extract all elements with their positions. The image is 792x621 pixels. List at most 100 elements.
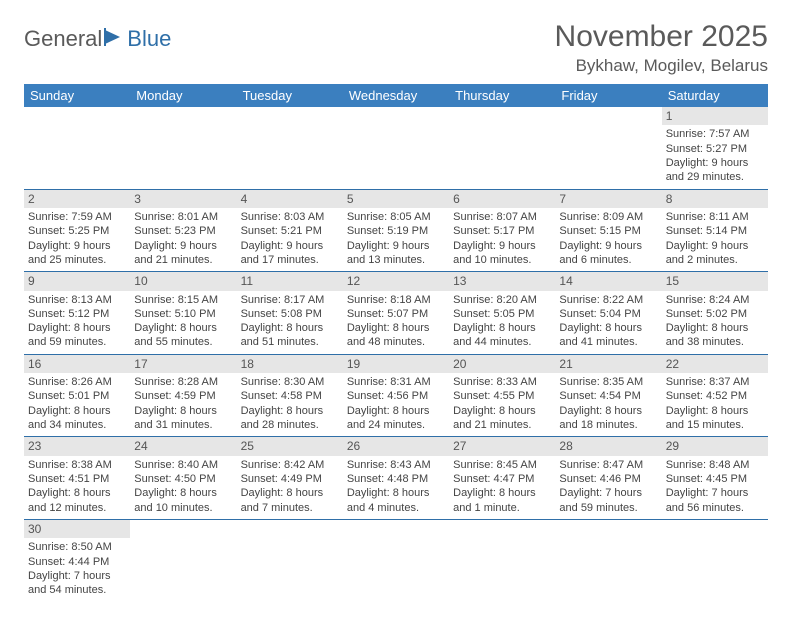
sunset-text: Sunset: 5:15 PM [559,224,657,238]
day-details: Sunrise: 8:24 AMSunset: 5:02 PMDaylight:… [662,291,768,354]
sunrise-text: Sunrise: 8:17 AM [241,293,339,307]
day-details: Sunrise: 8:30 AMSunset: 4:58 PMDaylight:… [237,373,343,436]
daylight-text: Daylight: 8 hours and 18 minutes. [559,404,657,433]
calendar-day-cell [555,519,661,601]
daylight-text: Daylight: 8 hours and 31 minutes. [134,404,232,433]
day-details: Sunrise: 8:42 AMSunset: 4:49 PMDaylight:… [237,456,343,519]
day-number: 21 [555,355,661,373]
daylight-text: Daylight: 8 hours and 59 minutes. [28,321,126,350]
sunset-text: Sunset: 5:12 PM [28,307,126,321]
weekday-header-cell: Sunday [24,84,130,107]
day-details: Sunrise: 8:37 AMSunset: 4:52 PMDaylight:… [662,373,768,436]
calendar-day-cell: 1Sunrise: 7:57 AMSunset: 5:27 PMDaylight… [662,107,768,189]
calendar-day-cell: 10 Sunrise: 8:15 AMSunset: 5:10 PMDayligh… [130,272,236,355]
sunset-text: Sunset: 4:48 PM [347,472,445,486]
daylight-text: Daylight: 7 hours and 56 minutes. [666,486,764,515]
daylight-text: Daylight: 8 hours and 55 minutes. [134,321,232,350]
day-details: Sunrise: 8:40 AMSunset: 4:50 PMDaylight:… [130,456,236,519]
day-number: 13 [449,272,555,290]
daylight-text: Daylight: 8 hours and 7 minutes. [241,486,339,515]
sunset-text: Sunset: 5:07 PM [347,307,445,321]
sunset-text: Sunset: 5:21 PM [241,224,339,238]
daylight-text: Daylight: 8 hours and 24 minutes. [347,404,445,433]
day-number: 12 [343,272,449,290]
calendar-day-cell: 4Sunrise: 8:03 AMSunset: 5:21 PMDaylight… [237,189,343,272]
sunset-text: Sunset: 5:04 PM [559,307,657,321]
calendar-day-cell: 30Sunrise: 8:50 AMSunset: 4:44 PMDayligh… [24,519,130,601]
weekday-header-cell: Monday [130,84,236,107]
day-number: 11 [237,272,343,290]
sunrise-text: Sunrise: 8:05 AM [347,210,445,224]
day-details: Sunrise: 8:07 AMSunset: 5:17 PMDaylight:… [449,208,555,271]
calendar-day-cell: 6Sunrise: 8:07 AMSunset: 5:17 PMDaylight… [449,189,555,272]
day-details: Sunrise: 8:45 AMSunset: 4:47 PMDaylight:… [449,456,555,519]
sunrise-text: Sunrise: 8:18 AM [347,293,445,307]
sunrise-text: Sunrise: 8:13 AM [28,293,126,307]
calendar-day-cell [237,519,343,601]
sunset-text: Sunset: 4:58 PM [241,389,339,403]
daylight-text: Daylight: 8 hours and 4 minutes. [347,486,445,515]
calendar-day-cell: 22Sunrise: 8:37 AMSunset: 4:52 PMDayligh… [662,354,768,437]
day-details: Sunrise: 8:35 AMSunset: 4:54 PMDaylight:… [555,373,661,436]
calendar-day-cell [237,107,343,189]
calendar-day-cell [449,107,555,189]
daylight-text: Daylight: 9 hours and 17 minutes. [241,239,339,268]
day-details: Sunrise: 7:57 AMSunset: 5:27 PMDaylight:… [662,125,768,188]
weekday-header-cell: Thursday [449,84,555,107]
day-number: 25 [237,437,343,455]
day-number: 30 [24,520,130,538]
daylight-text: Daylight: 8 hours and 38 minutes. [666,321,764,350]
sunset-text: Sunset: 5:08 PM [241,307,339,321]
day-details: Sunrise: 8:48 AMSunset: 4:45 PMDaylight:… [662,456,768,519]
daylight-text: Daylight: 9 hours and 10 minutes. [453,239,551,268]
weekday-header-row: SundayMondayTuesdayWednesdayThursdayFrid… [24,84,768,107]
sunrise-text: Sunrise: 8:42 AM [241,458,339,472]
sunrise-text: Sunrise: 7:59 AM [28,210,126,224]
sunrise-text: Sunrise: 8:15 AM [134,293,232,307]
logo-flag-icon [104,26,126,52]
daylight-text: Daylight: 8 hours and 12 minutes. [28,486,126,515]
day-number: 15 [662,272,768,290]
calendar-thead: SundayMondayTuesdayWednesdayThursdayFrid… [24,84,768,107]
day-number: 29 [662,437,768,455]
day-details: Sunrise: 8:11 AMSunset: 5:14 PMDaylight:… [662,208,768,271]
calendar-week-row: 2Sunrise: 7:59 AMSunset: 5:25 PMDaylight… [24,189,768,272]
sunset-text: Sunset: 5:10 PM [134,307,232,321]
calendar-week-row: 9Sunrise: 8:13 AMSunset: 5:12 PMDaylight… [24,272,768,355]
calendar-day-cell: 26Sunrise: 8:43 AMSunset: 4:48 PMDayligh… [343,437,449,520]
sunrise-text: Sunrise: 7:57 AM [666,127,764,141]
sunset-text: Sunset: 5:05 PM [453,307,551,321]
daylight-text: Daylight: 9 hours and 25 minutes. [28,239,126,268]
daylight-text: Daylight: 9 hours and 6 minutes. [559,239,657,268]
page: General Blue November 2025 Bykhaw, Mogil… [0,0,792,621]
sunset-text: Sunset: 4:51 PM [28,472,126,486]
sunrise-text: Sunrise: 8:01 AM [134,210,232,224]
sunrise-text: Sunrise: 8:50 AM [28,540,126,554]
sunset-text: Sunset: 5:02 PM [666,307,764,321]
day-details: Sunrise: 8:13 AMSunset: 5:12 PMDaylight:… [24,291,130,354]
sunrise-text: Sunrise: 8:38 AM [28,458,126,472]
day-details: Sunrise: 8:03 AMSunset: 5:21 PMDaylight:… [237,208,343,271]
daylight-text: Daylight: 8 hours and 44 minutes. [453,321,551,350]
sunrise-text: Sunrise: 8:24 AM [666,293,764,307]
calendar-day-cell: 20Sunrise: 8:33 AMSunset: 4:55 PMDayligh… [449,354,555,437]
day-number: 4 [237,190,343,208]
sunrise-text: Sunrise: 8:11 AM [666,210,764,224]
sunset-text: Sunset: 5:27 PM [666,142,764,156]
day-number: 14 [555,272,661,290]
day-number: 23 [24,437,130,455]
daylight-text: Daylight: 9 hours and 13 minutes. [347,239,445,268]
sunset-text: Sunset: 4:54 PM [559,389,657,403]
day-number: 10 [130,272,236,290]
calendar-week-row: 1Sunrise: 7:57 AMSunset: 5:27 PMDaylight… [24,107,768,189]
day-details: Sunrise: 8:18 AMSunset: 5:07 PMDaylight:… [343,291,449,354]
calendar-day-cell: 9Sunrise: 8:13 AMSunset: 5:12 PMDaylight… [24,272,130,355]
day-details: Sunrise: 8:26 AMSunset: 5:01 PMDaylight:… [24,373,130,436]
sunset-text: Sunset: 4:59 PM [134,389,232,403]
day-number: 16 [24,355,130,373]
daylight-text: Daylight: 9 hours and 29 minutes. [666,156,764,185]
day-details: Sunrise: 7:59 AMSunset: 5:25 PMDaylight:… [24,208,130,271]
sunset-text: Sunset: 4:49 PM [241,472,339,486]
daylight-text: Daylight: 8 hours and 41 minutes. [559,321,657,350]
day-details: Sunrise: 8:47 AMSunset: 4:46 PMDaylight:… [555,456,661,519]
